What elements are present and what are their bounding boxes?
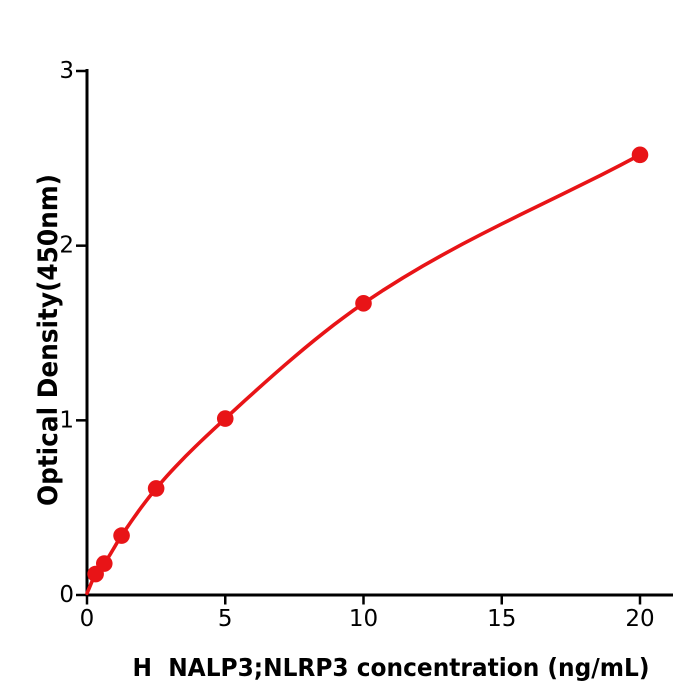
x-ticks: 0 5 10 15 20 <box>80 596 655 632</box>
data-point <box>355 295 372 312</box>
y-tick-label: 0 <box>59 582 74 608</box>
y-tick-label: 3 <box>59 58 74 84</box>
x-tick-label: 0 <box>80 606 95 632</box>
y-tick-label: 2 <box>59 233 74 259</box>
y-tick-label: 1 <box>59 407 74 433</box>
x-tick-label: 10 <box>349 606 378 632</box>
x-tick-label: 5 <box>218 606 233 632</box>
data-series <box>85 146 649 596</box>
y-ticks: 3 2 1 0 <box>59 58 86 608</box>
data-point <box>113 527 130 544</box>
x-tick-label: 20 <box>625 606 654 632</box>
x-axis-title: H NALP3;NLRP3 concentration (ng/mL) <box>133 653 650 682</box>
data-point <box>631 146 649 164</box>
data-point <box>147 480 165 497</box>
fit-curve <box>85 153 642 596</box>
y-axis-title: Optical Density(450nm) <box>33 174 64 506</box>
data-point <box>216 410 234 427</box>
x-tick-label: 15 <box>487 606 516 632</box>
data-point <box>95 555 113 572</box>
